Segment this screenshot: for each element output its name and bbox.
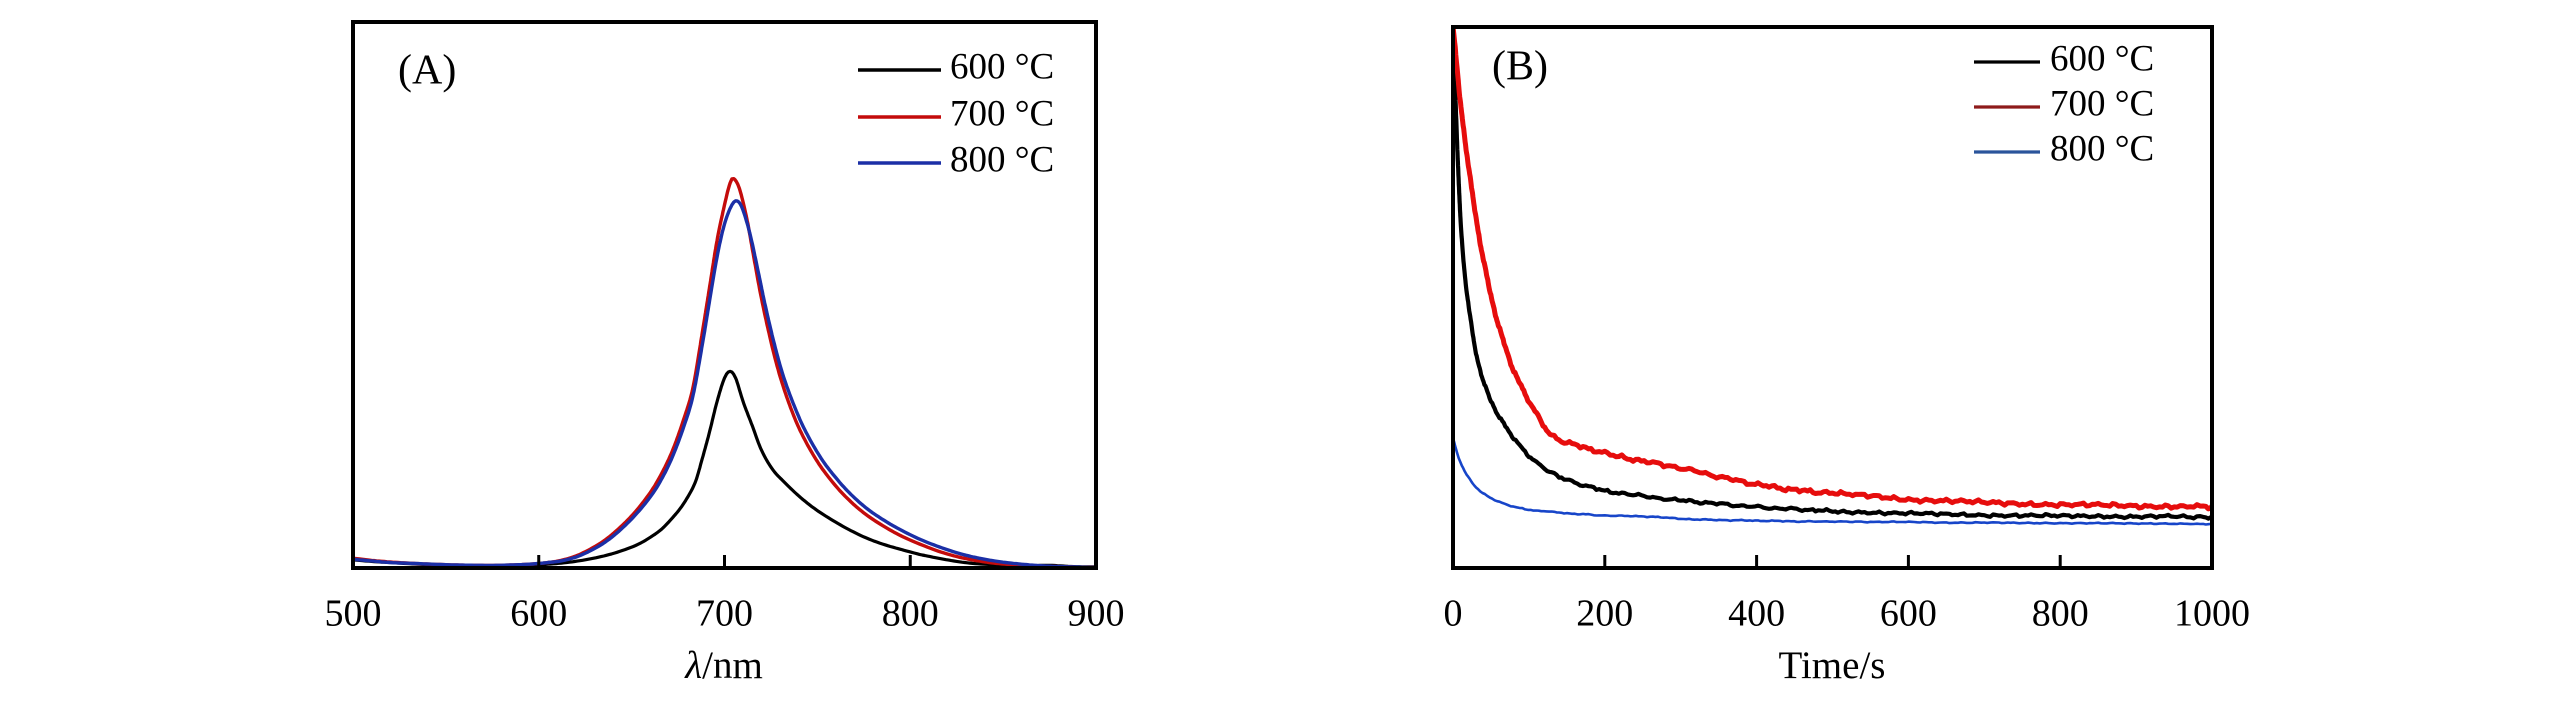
panel-label: (A) [398,48,456,94]
legend-label-600c: 600 °C [2050,38,2154,79]
series-line-600c [1453,27,2212,521]
x-tick-label: 1000 [2174,593,2250,635]
x-tick-label: 500 [325,593,382,635]
x-tick-label: 600 [1880,593,1937,635]
plot-area-A [353,177,1096,568]
legend-label-700c: 700 °C [2050,83,2154,124]
plot-border [1451,25,2214,570]
x-tick-label: 0 [1444,593,1463,635]
x-tick-label: 600 [510,593,567,635]
panel-label: (B) [1492,44,1548,90]
x-tick-label: 200 [1576,593,1633,635]
legend-A: 600 °C 700 °C 800 °C [858,46,1054,180]
series-line-800c [1453,436,2212,526]
legend-item-700c: 700 °C [1974,83,2154,124]
chart-panel-A: 500 600 700 800 900 λ/nm (A) 600 °C 700 °C 800 °C [325,20,1125,687]
legend-item-700c: 700 °C [858,93,1054,134]
legend-item-600c: 600 °C [1974,38,2154,79]
x-tick-label: 400 [1728,593,1785,635]
plot-area-B [1453,27,2212,526]
series-line-800c [353,199,1096,568]
legend-label-800c: 800 °C [950,139,1054,180]
series-line-700c [1453,27,2212,512]
legend-item-800c: 800 °C [858,139,1054,180]
x-tick-label: 800 [2032,593,2089,635]
legend-label-700c: 700 °C [950,93,1054,134]
legend-item-600c: 600 °C [858,46,1054,87]
series-line-700c [353,177,1096,568]
x-axis-title: λ/nm [684,644,763,687]
x-axis-title: Time/s [1779,644,1886,687]
x-tick-label: 700 [696,593,753,635]
x-tick-label: 900 [1068,593,1125,635]
series-line-600c [353,369,1096,568]
legend-label-600c: 600 °C [950,46,1054,87]
legend-label-800c: 800 °C [2050,128,2154,169]
x-tick-label: 800 [882,593,939,635]
legend-item-800c: 800 °C [1974,128,2154,169]
